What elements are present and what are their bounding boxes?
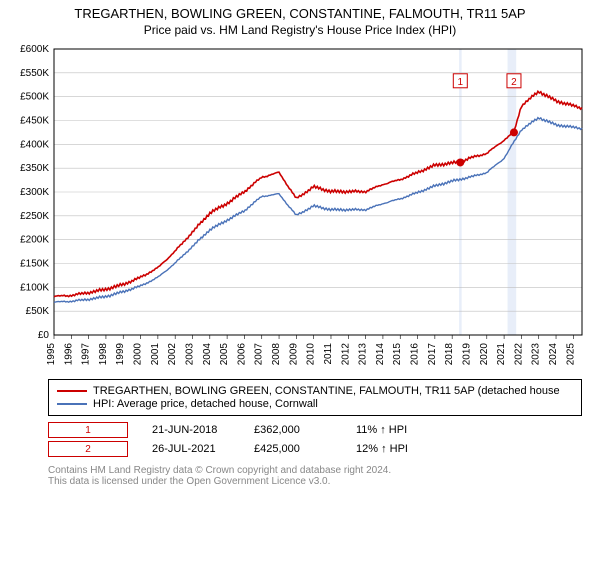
- svg-text:£550K: £550K: [20, 68, 49, 79]
- sale-delta: 12% ↑ HPI: [356, 443, 434, 455]
- svg-text:2012: 2012: [340, 343, 351, 366]
- sales-list: 1 21-JUN-2018 £362,000 11% ↑ HPI 2 26-JU…: [48, 422, 582, 457]
- svg-text:2: 2: [511, 77, 517, 88]
- svg-text:2020: 2020: [479, 343, 490, 366]
- svg-text:£100K: £100K: [20, 282, 49, 293]
- svg-text:£600K: £600K: [20, 44, 49, 55]
- sale-date: 21-JUN-2018: [152, 424, 230, 436]
- svg-text:2006: 2006: [236, 343, 247, 366]
- line-chart-svg: £0 £50K £100K £150K £200K £250K £300K £350K £400…: [10, 43, 590, 373]
- sale-row: 2 26-JUL-2021 £425,000 12% ↑ HPI: [48, 441, 582, 457]
- legend-item: TREGARTHEN, BOWLING GREEN, CONSTANTINE, …: [57, 385, 573, 397]
- svg-text:2025: 2025: [565, 343, 576, 366]
- footer-line: This data is licensed under the Open Gov…: [48, 476, 582, 487]
- sale-price: £362,000: [254, 424, 332, 436]
- svg-text:2023: 2023: [531, 343, 542, 366]
- legend-swatch: [57, 403, 87, 405]
- svg-text:£500K: £500K: [20, 92, 49, 103]
- footer-line: Contains HM Land Registry data © Crown c…: [48, 465, 582, 476]
- svg-text:2013: 2013: [358, 343, 369, 366]
- svg-text:2008: 2008: [271, 343, 282, 366]
- sale-marker-icon: 2: [48, 441, 128, 457]
- chart-area: £0 £50K £100K £150K £200K £250K £300K £350K £400…: [10, 43, 590, 373]
- svg-text:2018: 2018: [444, 343, 455, 366]
- svg-text:2014: 2014: [375, 343, 386, 366]
- svg-text:2017: 2017: [427, 343, 438, 366]
- svg-text:1997: 1997: [81, 343, 92, 366]
- svg-text:2007: 2007: [254, 343, 265, 366]
- sale-row: 1 21-JUN-2018 £362,000 11% ↑ HPI: [48, 422, 582, 438]
- svg-text:1998: 1998: [98, 343, 109, 366]
- svg-text:2003: 2003: [184, 343, 195, 366]
- sale-marker-icon: 1: [48, 422, 128, 438]
- svg-text:£350K: £350K: [20, 163, 49, 174]
- legend-swatch: [57, 390, 87, 392]
- legend-label: HPI: Average price, detached house, Corn…: [93, 398, 318, 410]
- svg-text:1: 1: [458, 77, 464, 88]
- svg-text:1995: 1995: [46, 343, 57, 366]
- svg-text:£50K: £50K: [26, 306, 50, 317]
- svg-text:2004: 2004: [202, 343, 213, 366]
- svg-text:£450K: £450K: [20, 116, 49, 127]
- legend-box: TREGARTHEN, BOWLING GREEN, CONSTANTINE, …: [48, 379, 582, 416]
- svg-text:2000: 2000: [133, 343, 144, 366]
- sale-date: 26-JUL-2021: [152, 443, 230, 455]
- legend-item: HPI: Average price, detached house, Corn…: [57, 398, 573, 410]
- svg-text:2015: 2015: [392, 343, 403, 366]
- svg-text:£300K: £300K: [20, 187, 49, 198]
- chart-title: TREGARTHEN, BOWLING GREEN, CONSTANTINE, …: [0, 6, 600, 21]
- svg-text:2019: 2019: [461, 343, 472, 366]
- svg-text:£200K: £200K: [20, 235, 49, 246]
- svg-text:2010: 2010: [306, 343, 317, 366]
- svg-text:2016: 2016: [410, 343, 421, 366]
- svg-text:1996: 1996: [63, 343, 74, 366]
- svg-text:£400K: £400K: [20, 139, 49, 150]
- svg-text:2002: 2002: [167, 343, 178, 366]
- footer-attribution: Contains HM Land Registry data © Crown c…: [48, 465, 582, 487]
- legend-label: TREGARTHEN, BOWLING GREEN, CONSTANTINE, …: [93, 385, 560, 397]
- svg-text:2024: 2024: [548, 343, 559, 366]
- svg-text:2021: 2021: [496, 343, 507, 366]
- svg-text:£150K: £150K: [20, 259, 49, 270]
- svg-text:2009: 2009: [288, 343, 299, 366]
- svg-text:£250K: £250K: [20, 211, 49, 222]
- svg-text:£0: £0: [38, 330, 50, 341]
- sale-price: £425,000: [254, 443, 332, 455]
- svg-text:2022: 2022: [513, 343, 524, 366]
- svg-text:2001: 2001: [150, 343, 161, 366]
- svg-text:2011: 2011: [323, 343, 334, 365]
- svg-text:2005: 2005: [219, 343, 230, 366]
- sale-delta: 11% ↑ HPI: [356, 424, 434, 436]
- chart-subtitle: Price paid vs. HM Land Registry's House …: [0, 23, 600, 37]
- svg-text:1999: 1999: [115, 343, 126, 366]
